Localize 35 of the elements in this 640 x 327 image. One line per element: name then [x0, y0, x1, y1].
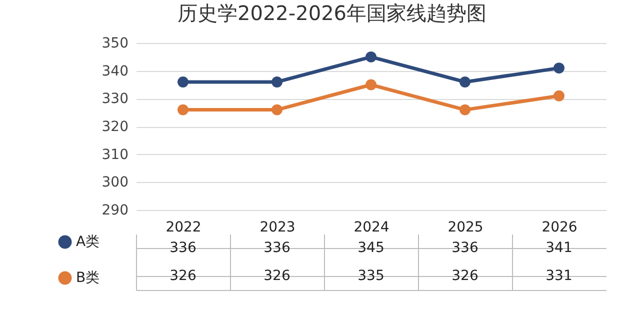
y-tick-label: 340 [102, 63, 128, 80]
point [460, 76, 470, 88]
y-tick-label: 320 [102, 119, 128, 135]
y-tick-label: 310 [102, 146, 128, 163]
data-label: 336 [264, 240, 290, 256]
legend-label: A类 [76, 234, 100, 250]
x-tick-label: 2025 [448, 220, 484, 236]
data-label: 326 [452, 268, 478, 284]
legend-label: B类 [76, 270, 100, 286]
data-label: 341 [546, 240, 572, 256]
data-label: 336 [170, 240, 196, 256]
y-tick-label: 350 [102, 36, 128, 52]
y-tick-label: 300 [102, 174, 128, 191]
point [178, 104, 188, 116]
data-label: 335 [358, 268, 384, 284]
chart-title: 历史学2022-2026年国家线趋势图 [177, 1, 487, 25]
y-tick-label: 290 [102, 202, 128, 218]
point [554, 90, 564, 102]
x-tick-label: 2023 [260, 220, 296, 236]
point [272, 104, 282, 116]
point [554, 62, 564, 74]
x-tick-label: 2022 [166, 220, 202, 236]
point [366, 51, 376, 62]
x-tick-label: 2024 [354, 220, 390, 236]
y-tick-label: 330 [102, 91, 128, 108]
data-label: 326 [264, 268, 290, 284]
data-label: 326 [170, 268, 196, 284]
x-tick-label: 2026 [542, 220, 578, 236]
point [178, 76, 188, 88]
data-label: 331 [546, 268, 572, 284]
data-label: 336 [452, 240, 478, 256]
data-label: 345 [358, 240, 384, 256]
point [272, 76, 282, 88]
point [366, 79, 376, 90]
point [460, 104, 470, 116]
